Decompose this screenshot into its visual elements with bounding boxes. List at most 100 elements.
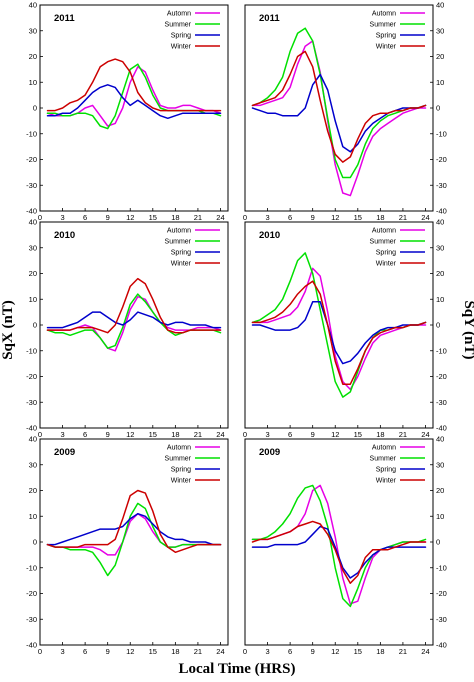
x-tick-label: 12 <box>126 430 134 439</box>
x-tick-label: 9 <box>311 647 315 656</box>
x-tick-label: 21 <box>399 430 407 439</box>
legend-label: Winter <box>376 478 397 485</box>
x-tick-label: 0 <box>243 213 247 222</box>
y-tick-label: -30 <box>436 615 447 624</box>
y-tick-label: 30 <box>436 460 444 469</box>
y-tick-label: -40 <box>436 641 447 650</box>
x-tick-label: 21 <box>399 647 407 656</box>
x-tick-label: 6 <box>288 213 292 222</box>
x-tick-label: 3 <box>265 213 269 222</box>
x-tick-label: 0 <box>38 213 42 222</box>
y-tick-label: -10 <box>26 563 37 572</box>
legend-label: Automn <box>167 445 191 452</box>
x-tick-label: 3 <box>265 647 269 656</box>
x-tick-label: 9 <box>106 647 110 656</box>
x-tick-label: 18 <box>376 430 384 439</box>
y-tick-label: 20 <box>29 486 37 495</box>
series-line-summer <box>46 502 222 577</box>
y-tick-label: 10 <box>29 295 37 304</box>
y-axis-label-left: SqX (nT) <box>0 300 16 360</box>
legend-label: Winter <box>171 44 192 51</box>
panel-sqx-2011: -40 -30 -20 -10 0 10 20 30 40 0 3 6 9 12 15 18 21 24 2011 A… <box>26 1 229 222</box>
legend-label: Winter <box>376 261 397 268</box>
y-tick-label: -30 <box>26 181 37 190</box>
panel-sqx-2010: -40 -30 -20 -10 0 10 20 30 40 0 3 6 9 12 15 18 21 24 2010 A… <box>26 218 229 439</box>
legend-label: Automn <box>167 11 191 18</box>
x-tick-label: 15 <box>354 430 362 439</box>
legend-label: Summer <box>165 239 192 246</box>
x-tick-label: 18 <box>171 213 179 222</box>
x-tick-label: 24 <box>216 647 224 656</box>
y-tick-label: -40 <box>436 424 447 433</box>
y-tick-label: 40 <box>29 218 37 227</box>
x-tick-label: 9 <box>106 213 110 222</box>
y-tick-label: -20 <box>26 372 37 381</box>
y-axis-label-right: SqY (nT) <box>461 300 474 359</box>
y-tick-label: 0 <box>33 321 37 330</box>
x-tick-label: 3 <box>60 430 64 439</box>
y-tick-label: 20 <box>29 269 37 278</box>
legend-label: Winter <box>376 44 397 51</box>
x-tick-label: 15 <box>149 213 157 222</box>
y-tick-label: -10 <box>436 129 447 138</box>
legend-label: Spring <box>376 467 396 474</box>
y-tick-label: 0 <box>436 538 440 547</box>
y-tick-label: -20 <box>436 155 447 164</box>
series-line-automn <box>46 66 222 127</box>
x-tick-label: 21 <box>194 647 202 656</box>
y-tick-label: -40 <box>26 641 37 650</box>
y-tick-label: -40 <box>436 207 447 216</box>
series-line-spring <box>46 512 222 546</box>
legend-label: Summer <box>165 456 192 463</box>
series-line-automn <box>251 267 427 391</box>
x-tick-label: 18 <box>376 213 384 222</box>
x-tick-label: 15 <box>354 213 362 222</box>
y-tick-label: 0 <box>436 104 440 113</box>
y-tick-label: 0 <box>436 321 440 330</box>
legend-label: Summer <box>165 22 192 29</box>
y-tick-label: -20 <box>26 589 37 598</box>
legend-label: Spring <box>376 33 396 40</box>
series-line-summer <box>251 27 427 179</box>
x-tick-label: 12 <box>331 647 339 656</box>
year-label: 2009 <box>54 447 75 458</box>
legend-label: Automn <box>167 228 191 235</box>
legend-label: Automn <box>372 228 396 235</box>
series-line-automn <box>251 40 427 197</box>
y-tick-label: -10 <box>26 346 37 355</box>
y-tick-label: 0 <box>33 104 37 113</box>
x-tick-label: 24 <box>216 213 224 222</box>
x-tick-label: 21 <box>399 213 407 222</box>
y-tick-label: 30 <box>436 243 444 252</box>
year-label: 2011 <box>54 13 75 24</box>
series-line-spring <box>251 301 427 365</box>
x-tick-label: 9 <box>311 213 315 222</box>
series-line-automn <box>46 512 222 556</box>
x-tick-label: 0 <box>243 430 247 439</box>
y-tick-label: 30 <box>29 460 37 469</box>
series-line-summer <box>251 252 427 398</box>
y-tick-label: -40 <box>26 207 37 216</box>
x-tick-label: 24 <box>421 430 429 439</box>
year-label: 2011 <box>259 13 280 24</box>
legend-label: Winter <box>171 261 192 268</box>
x-tick-label: 0 <box>38 647 42 656</box>
x-tick-label: 15 <box>354 647 362 656</box>
series-line-spring <box>46 84 222 120</box>
panel-sqy-2011: -40 -30 -20 -10 0 10 20 30 40 0 3 6 9 12 15 18 21 24 2011 A… <box>243 1 447 222</box>
legend-label: Spring <box>171 250 191 257</box>
series-line-spring <box>46 311 222 329</box>
series-line-spring <box>251 73 427 153</box>
year-label: 2009 <box>259 447 280 458</box>
y-tick-label: 20 <box>436 52 444 61</box>
legend-label: Spring <box>171 467 191 474</box>
y-tick-label: -30 <box>26 398 37 407</box>
panel-sqx-2009: -40 -30 -20 -10 0 10 20 30 40 0 3 6 9 12 15 18 21 24 2009 A… <box>26 435 229 656</box>
y-tick-label: 40 <box>436 1 444 10</box>
y-tick-label: -10 <box>436 346 447 355</box>
legend-label: Summer <box>370 456 397 463</box>
legend-label: Winter <box>171 478 192 485</box>
x-tick-label: 24 <box>216 430 224 439</box>
